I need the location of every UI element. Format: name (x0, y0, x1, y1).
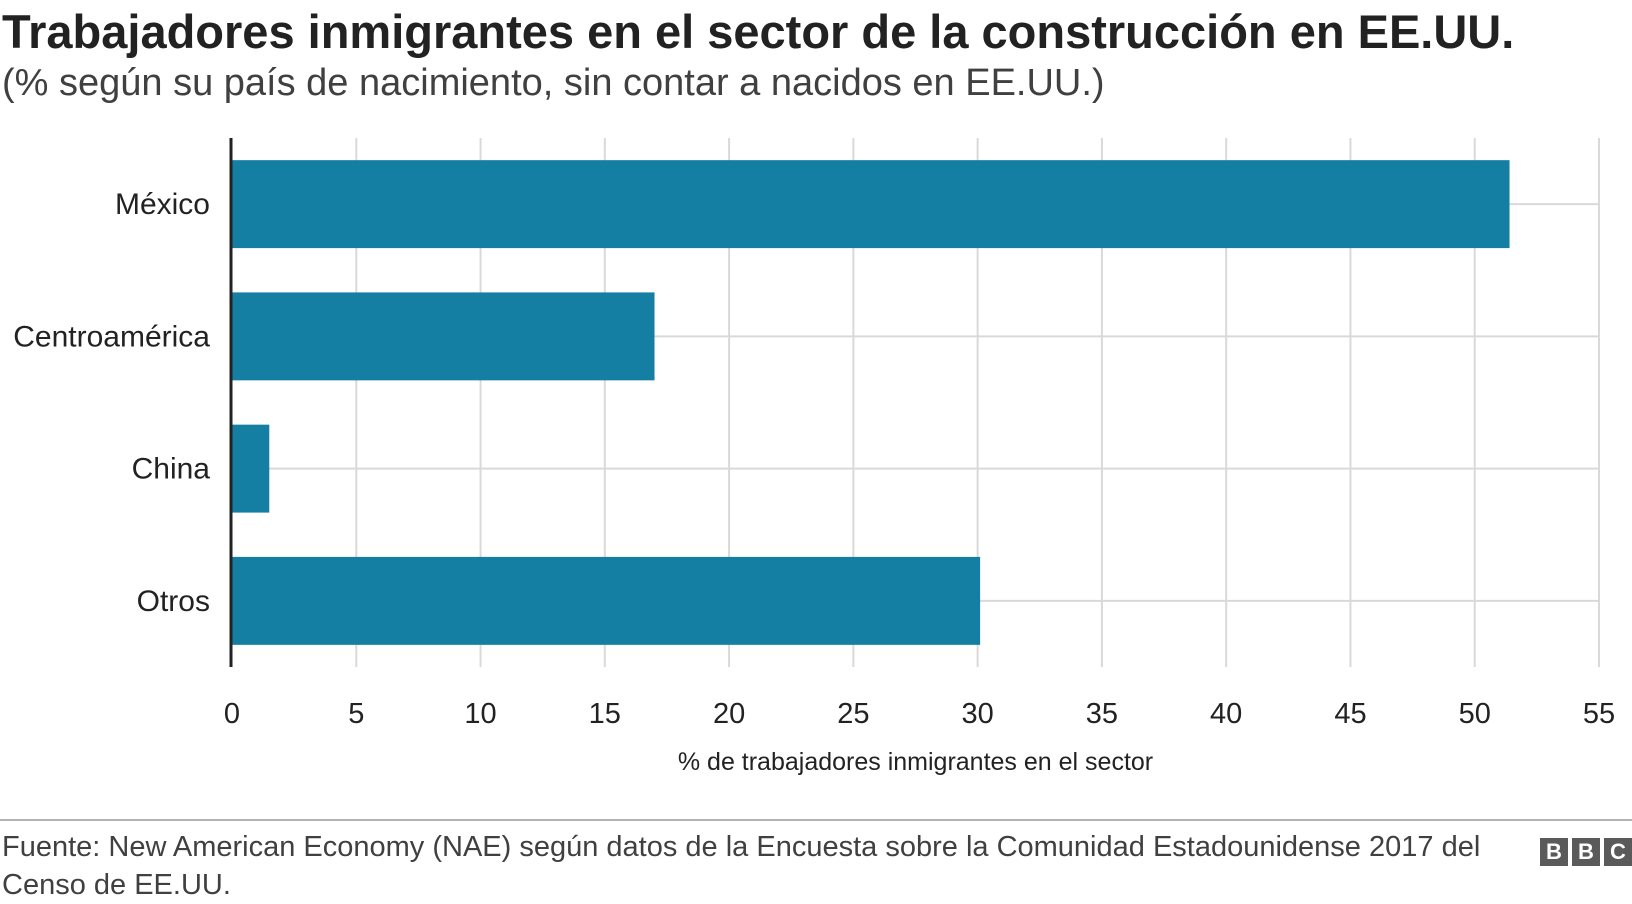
bar (232, 292, 655, 381)
chart-subtitle: (% según su país de nacimiento, sin cont… (2, 62, 1105, 104)
source-note: Fuente: New American Economy (NAE) según… (2, 831, 1481, 901)
chart-title: Trabajadores inmigrantes en el sector de… (2, 5, 1515, 58)
x-axis-label: % de trabajadores inmigrantes en el sect… (678, 748, 1153, 776)
bar (232, 556, 981, 645)
logo-letter-c: C (1604, 838, 1632, 866)
bar (232, 424, 270, 513)
bar (232, 160, 1510, 249)
x-tick-label: 30 (962, 698, 994, 730)
bars-group (232, 160, 1510, 645)
category-label: México (115, 188, 210, 221)
category-label: China (132, 453, 211, 486)
x-tick-label: 15 (589, 698, 621, 730)
x-tick-label: 25 (837, 698, 869, 730)
logo-letter-b2: B (1572, 838, 1600, 866)
x-tick-label: 20 (713, 698, 745, 730)
x-tick-label: 40 (1210, 698, 1242, 730)
x-tick-label: 10 (464, 698, 496, 730)
x-tick-label: 55 (1583, 698, 1615, 730)
category-label: Otros (137, 585, 210, 618)
x-tick-labels: 0 5 10 15 20 25 30 35 40 45 50 55 (224, 698, 1615, 730)
footer-divider (0, 819, 1632, 821)
x-tick-label: 0 (224, 698, 240, 730)
category-labels: México Centroamérica China Otros (13, 188, 210, 618)
x-tick-label: 5 (348, 698, 364, 730)
x-tick-label: 45 (1334, 698, 1366, 730)
x-tick-label: 35 (1086, 698, 1118, 730)
bbc-logo: B B C (1540, 838, 1632, 866)
logo-letter-b1: B (1540, 838, 1568, 866)
category-label: Centroamérica (13, 320, 210, 353)
x-tick-label: 50 (1459, 698, 1491, 730)
bar-chart: México Centroamérica China Otros 0 5 10 15 20 25… (13, 138, 1615, 776)
